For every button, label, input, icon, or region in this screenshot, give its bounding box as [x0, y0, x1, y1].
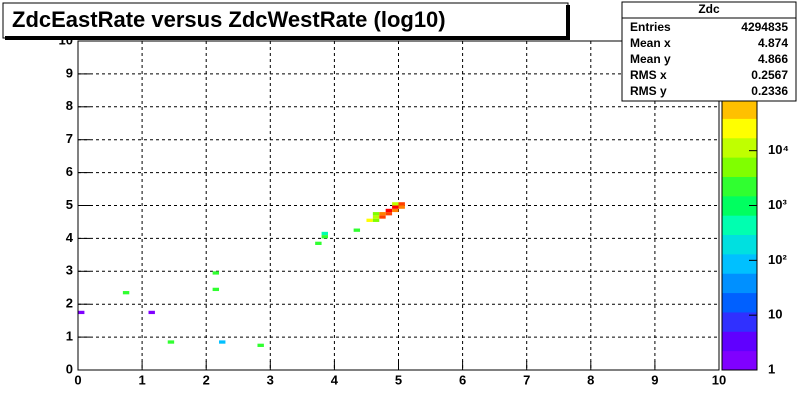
x-tick-label: 10 — [712, 372, 726, 387]
heat-cell — [392, 208, 399, 213]
stats-value: 4.874 — [758, 36, 788, 50]
heat-cell — [398, 205, 405, 209]
title-shadow — [5, 36, 570, 40]
heat-cell — [353, 228, 361, 232]
heat-cell — [385, 208, 393, 213]
y-tick-label: 6 — [66, 164, 73, 179]
heat-cell — [372, 212, 380, 216]
z-tick-label: 10 — [768, 307, 782, 322]
palette-band — [722, 118, 757, 139]
heat-cell — [392, 202, 399, 206]
heat-cell — [372, 215, 380, 219]
heat-cell — [398, 202, 405, 206]
y-tick-label: 5 — [66, 197, 73, 212]
y-tick-label: 7 — [66, 131, 73, 146]
heat-cell — [122, 291, 130, 295]
y-tick-label: 0 — [66, 361, 73, 376]
stats-label: Mean x — [630, 36, 671, 50]
x-tick-label: 8 — [587, 372, 594, 387]
heat-cell — [379, 212, 386, 216]
palette-band — [722, 350, 757, 371]
stats-box: Zdc Entries 4294835 Mean x 4.874 Mean y 4.866… — [621, 1, 797, 102]
x-tick-label: 6 — [459, 372, 466, 387]
y-tick-label: 4 — [66, 230, 74, 245]
x-tick-label: 1 — [138, 372, 145, 387]
palette-band — [722, 157, 757, 177]
z-tick-label: 1 — [768, 361, 775, 376]
x-tick-label: 2 — [203, 372, 210, 387]
stats-label: RMS x — [630, 68, 667, 82]
x-tick-label: 4 — [331, 372, 339, 387]
stats-value: 4294835 — [741, 20, 788, 34]
z-tick-label: 10³ — [768, 197, 787, 212]
y-tick-label: 1 — [66, 329, 73, 344]
y-tick-label: 8 — [66, 98, 73, 113]
z-tick-label: 10² — [768, 252, 787, 267]
x-tick-label: 0 — [74, 372, 81, 387]
palette-band — [722, 195, 757, 216]
stats-value: 0.2336 — [751, 84, 788, 98]
plot-area: 012345678910012345678910 — [59, 32, 727, 387]
stats-label: Entries — [630, 20, 671, 34]
y-tick-label: 2 — [66, 296, 73, 311]
chart-title: ZdcEastRate versus ZdcWestRate (log10) — [12, 7, 446, 32]
palette-band — [722, 137, 757, 158]
heat-cell — [167, 340, 175, 344]
palette-band — [722, 215, 757, 236]
heat-cell — [321, 231, 328, 236]
palette-band — [722, 234, 757, 255]
z-tick-label: 10⁴ — [768, 142, 789, 157]
y-tick-label: 9 — [66, 65, 73, 80]
title-shadow — [566, 5, 570, 40]
palette-band — [722, 292, 757, 313]
heat-cell — [392, 205, 399, 209]
stats-title: Zdc — [698, 2, 720, 16]
stats-label: Mean y — [630, 52, 671, 66]
palette-band — [722, 331, 757, 352]
heat-cell — [212, 271, 220, 275]
heat-cell — [78, 310, 85, 315]
palette-band — [722, 253, 757, 274]
y-tick-label: 3 — [66, 263, 73, 278]
palette-band — [722, 176, 757, 197]
stats-value: 4.866 — [758, 52, 788, 66]
palette-band — [722, 311, 757, 332]
x-tick-label: 5 — [395, 372, 402, 387]
x-tick-label: 9 — [651, 372, 658, 387]
stats-value: 0.2567 — [751, 68, 788, 82]
heat-cell — [219, 340, 226, 344]
heat-cell — [385, 212, 393, 216]
stats-label: RMS y — [630, 84, 667, 98]
x-tick-label: 7 — [523, 372, 530, 387]
x-tick-label: 3 — [267, 372, 274, 387]
heat-cell — [372, 218, 380, 222]
heat-cell — [366, 218, 373, 222]
palette-band — [722, 99, 757, 119]
heat-cell — [379, 215, 386, 219]
heat-cell — [212, 287, 220, 292]
heat-cell — [315, 241, 322, 245]
heat-cell — [257, 343, 264, 347]
heat-cell — [148, 310, 155, 315]
palette-band — [722, 273, 757, 294]
plot-border — [77, 40, 720, 371]
heat-cell — [321, 235, 328, 239]
